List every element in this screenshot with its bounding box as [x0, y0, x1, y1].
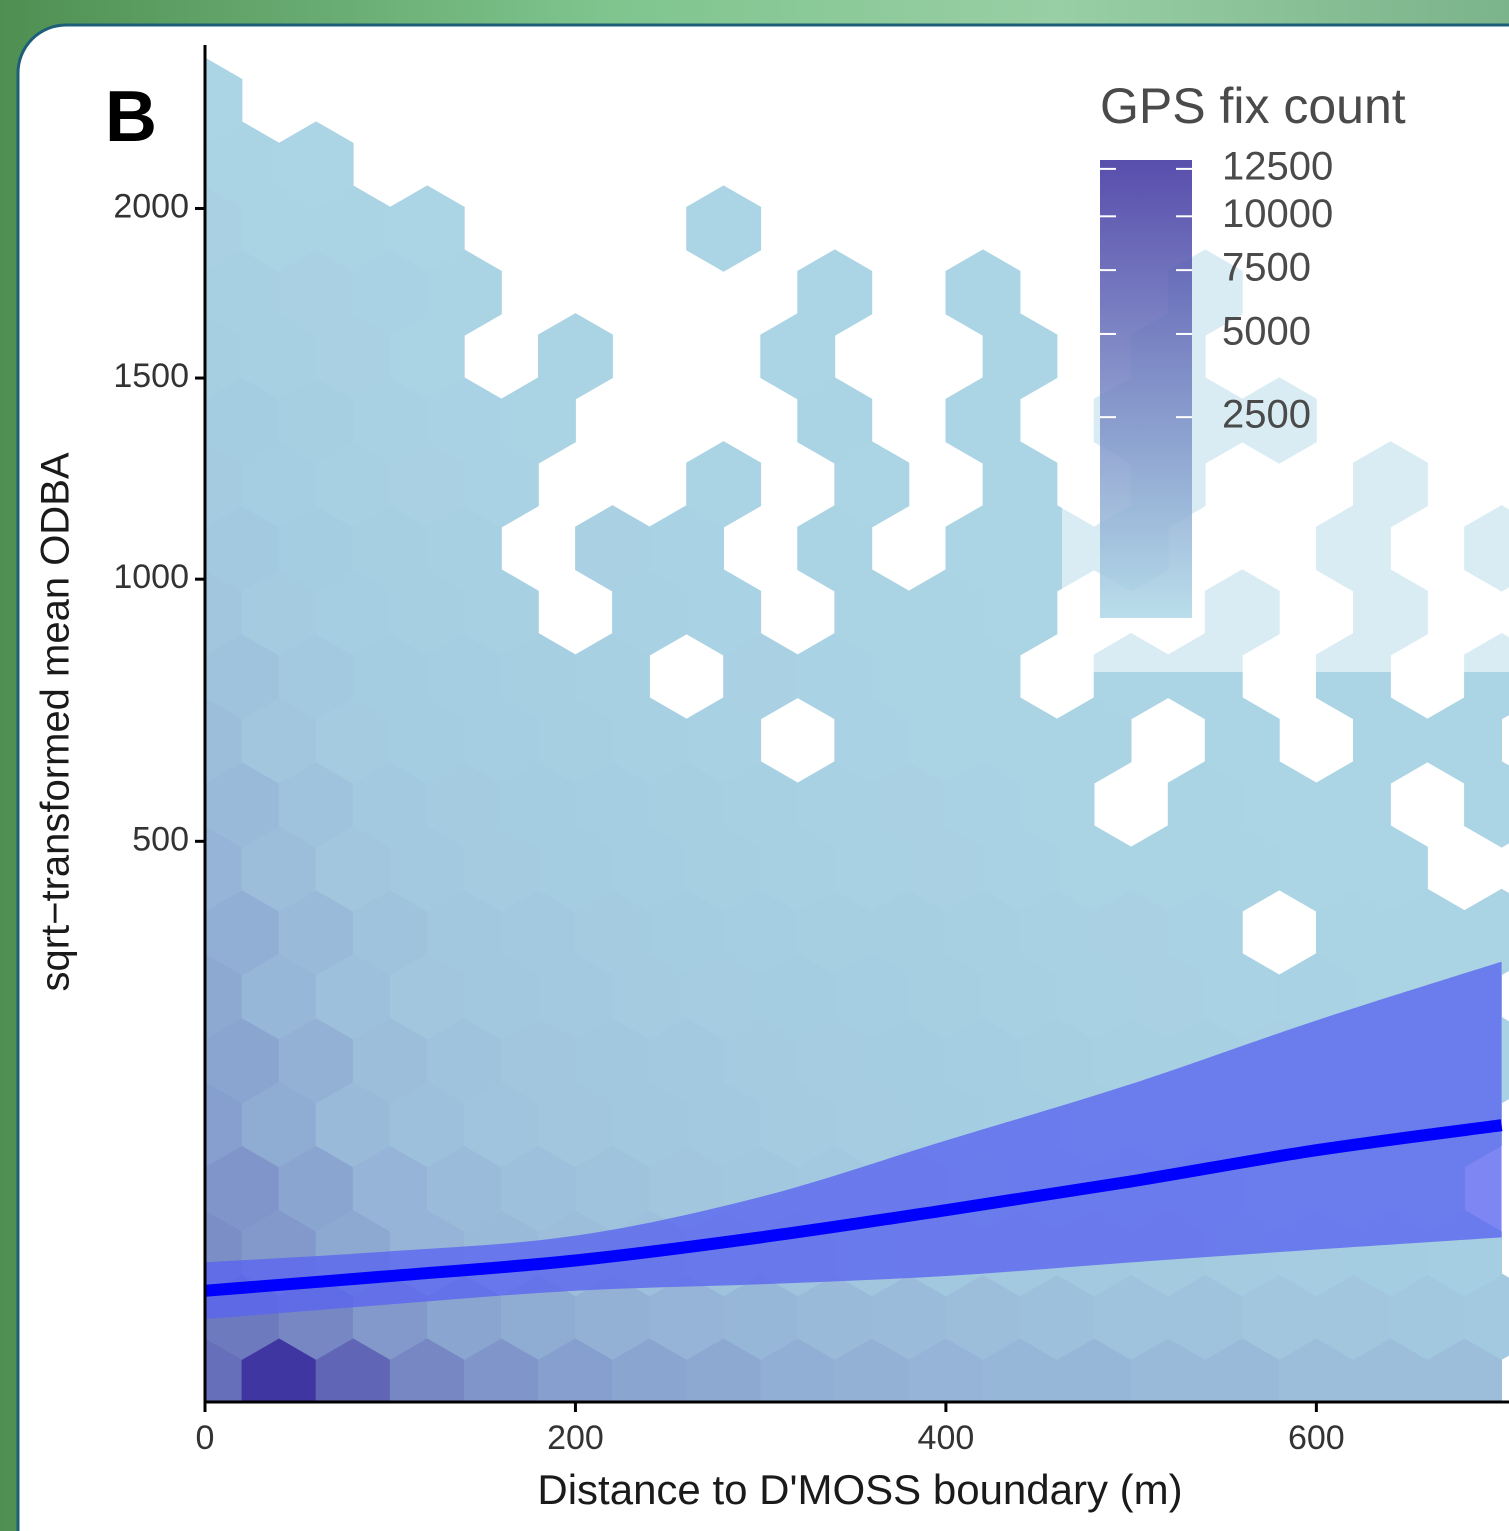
hexbin-cell	[389, 185, 465, 272]
colorbar	[1100, 160, 1192, 618]
y-tick-label: 1000	[113, 558, 189, 596]
colorbar-label: 10000	[1222, 192, 1333, 236]
hexbin-cell	[538, 313, 613, 400]
hexbin-cell	[686, 185, 762, 272]
colorbar-label: 12500	[1222, 144, 1333, 188]
x-axis-title: Distance to D'MOSS boundary (m)	[537, 1466, 1182, 1513]
y-tick-label: 1500	[113, 357, 189, 395]
hexbin-cell	[686, 441, 762, 528]
hexbin-cell	[945, 249, 1021, 336]
x-tick-label: 600	[1288, 1419, 1345, 1457]
confidence-band	[205, 961, 1502, 1320]
plot-area	[205, 57, 1509, 1402]
fit-line	[205, 1119, 1503, 1297]
legend-title: GPS fix count	[1100, 78, 1406, 134]
colorbar-label: 2500	[1222, 393, 1311, 437]
x-tick-label: 0	[196, 1419, 215, 1457]
hexbin-cell	[278, 121, 354, 208]
y-axis-title: sqrt−transformed mean ODBA	[34, 452, 78, 991]
x-tick-label: 200	[547, 1419, 604, 1457]
axes: 500 1000 1500 2000 0 200 400 600	[113, 45, 1509, 1457]
y-tick-label: 500	[132, 820, 189, 858]
hexbin-cell	[205, 57, 243, 144]
colorbar-label: 7500	[1222, 246, 1311, 290]
x-tick-label: 400	[918, 1419, 975, 1457]
colorbar-label: 5000	[1222, 310, 1311, 354]
y-tick-label: 2000	[113, 187, 189, 225]
panel-label: B	[105, 77, 157, 157]
hexbin-cell	[1464, 888, 1509, 976]
hexbin-cell	[797, 249, 873, 336]
